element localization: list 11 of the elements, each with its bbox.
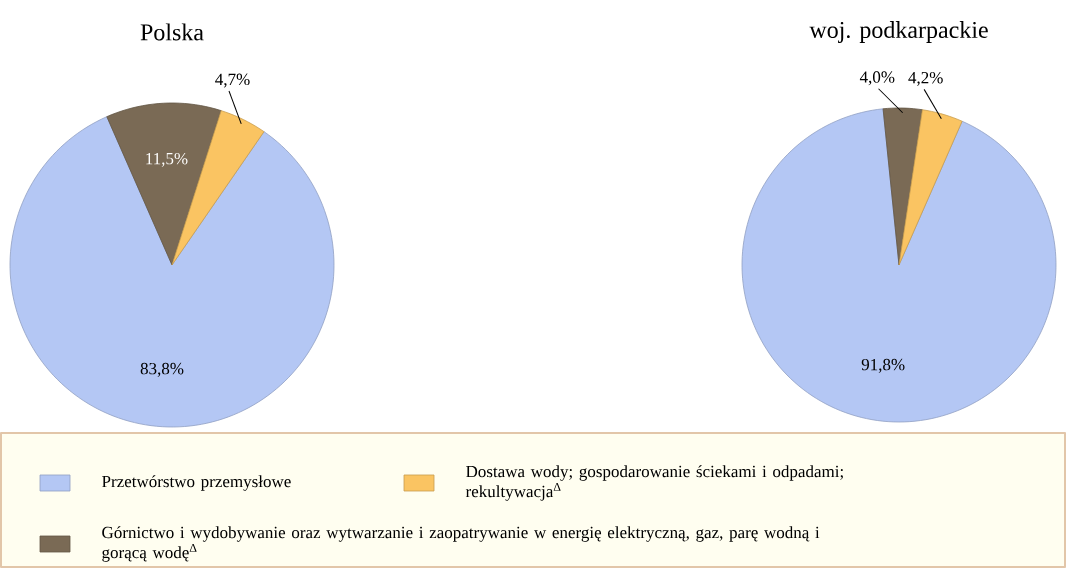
chart-title: Polska	[140, 23, 204, 41]
data-label: 4,7%	[215, 73, 250, 88]
legend-label: Dostawa wody; gospodarowanie ściekami i odpadami; rekultywacja$^{Δ}$	[465, 465, 843, 501]
data-label: 4,0%	[859, 71, 895, 86]
data-label: 4,2%	[908, 71, 943, 86]
legend-label: Przetwórstwo przemysłowe	[102, 475, 291, 491]
data-label: 11,5%	[146, 152, 188, 167]
chart-title: woj. podkarpackie	[809, 21, 988, 43]
data-label: 83,8%	[140, 362, 184, 377]
legend-label: Górnictwo i wydobywanie oraz wytwarzanie i zaopatrywanie w energię elektryczną, gaz, parę wodną i gorącą wodę$^{Δ}$	[102, 526, 820, 562]
data-label: 91,8%	[861, 358, 905, 373]
